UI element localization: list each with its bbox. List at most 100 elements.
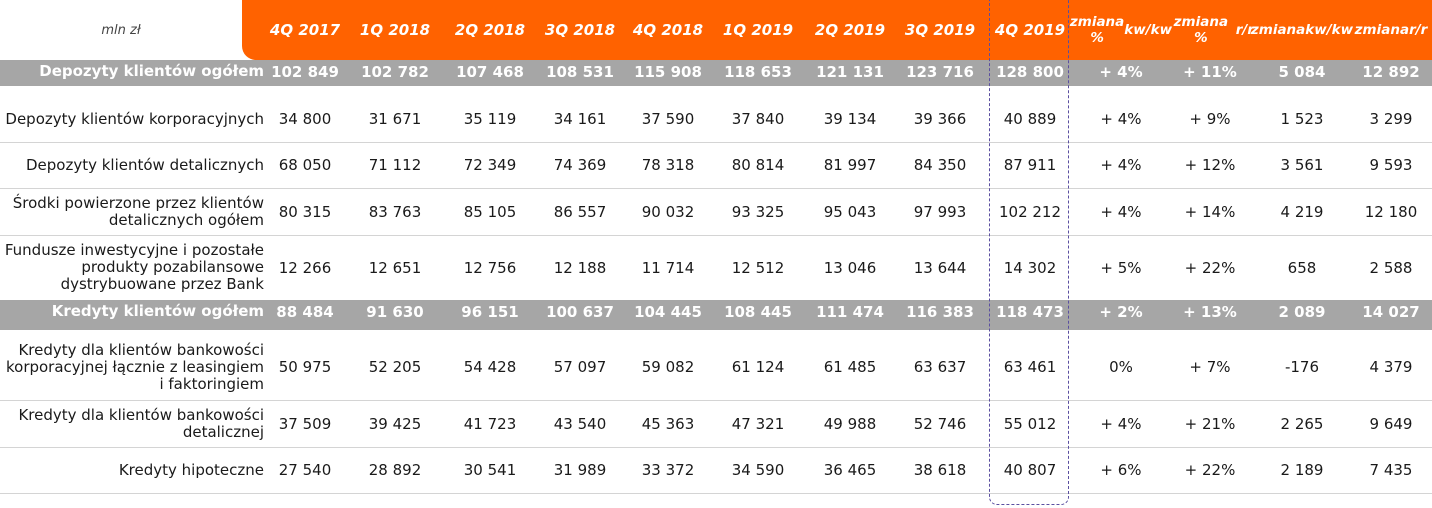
value-cell: 88 484 [276,303,334,321]
table-row: Kredyty dla klientów bankowości korporac… [0,334,1432,401]
row-label: Kredyty dla klientów bankowości korporac… [5,340,264,393]
value-cell: 59 082 [641,358,695,376]
change-cell: 2 265 [1280,414,1324,433]
table-total-row: Depozyty klientów ogółem 102 849 102 782 10… [0,60,1432,86]
change-cell: + 4% [1100,110,1142,128]
row-label: Kredyty dla klientów bankowości detalicz… [18,405,264,441]
value-cell: 63 461 [1003,358,1057,376]
value-cell: 14 302 [1003,258,1057,277]
change-header-line1: zmiana [1354,22,1410,38]
change-cell: + 6% [1100,461,1142,479]
column-header-2q-2019: 2Q 2019 [814,20,886,39]
value-cell: 128 800 [996,63,1064,81]
value-cell: 13 644 [913,258,967,277]
value-cell: 61 485 [823,358,877,376]
change-cell: + 11% [1183,63,1237,81]
value-cell: 108 531 [546,63,614,81]
value-cell: 71 112 [368,156,422,174]
value-cell: 85 105 [463,202,517,221]
change-header-line1: zmiana % [1069,14,1125,46]
change-cell: + 22% [1184,258,1236,277]
value-cell: 33 372 [641,461,695,479]
change-cell: + 14% [1184,202,1236,221]
change-cell: + 21% [1184,414,1236,433]
change-cell: + 7% [1189,358,1231,376]
change-cell: + 2% [1099,303,1143,321]
value-cell: 43 540 [553,414,607,433]
column-header-1q-2018: 1Q 2018 [359,20,431,39]
value-cell: 45 363 [641,414,695,433]
value-cell: 28 892 [368,461,422,479]
value-cell: 81 997 [823,156,877,174]
value-cell: 72 349 [463,156,517,174]
value-cell: 12 756 [463,258,517,277]
value-cell: 13 046 [823,258,877,277]
value-cell: 107 468 [456,63,524,81]
value-cell: 31 989 [553,461,607,479]
change-cell: + 13% [1183,303,1237,321]
column-header-1q-2019: 1Q 2019 [722,20,794,39]
value-cell: 41 723 [463,414,517,433]
row-label: Środki powierzone przez klientów detalic… [12,193,264,229]
change-cell: + 4% [1100,414,1142,433]
value-cell: 96 151 [461,303,519,321]
change-cell: + 4% [1100,156,1142,174]
change-cell: 0% [1109,358,1133,376]
change-cell: 9 649 [1369,414,1413,433]
value-cell: 86 557 [553,202,607,221]
value-cell: 12 512 [731,258,785,277]
value-cell: 34 161 [553,110,607,128]
change-cell: + 4% [1100,202,1142,221]
change-cell: + 22% [1184,461,1236,479]
value-cell: 102 849 [271,63,339,81]
value-cell: 90 032 [641,202,695,221]
table-row: Fundusze inwestycyjne i pozostałe produk… [0,235,1432,301]
table-row: Kredyty dla klientów bankowości detalicz… [0,400,1432,448]
value-cell: 61 124 [731,358,785,376]
column-header-4q-2019: 4Q 2019 [994,20,1066,39]
value-cell: 12 188 [553,258,607,277]
value-cell: 121 131 [816,63,884,81]
change-cell: 2 189 [1280,461,1324,479]
change-header-0: zmiana % kw/kw [1070,0,1172,60]
change-header-2: zmiana kw/kw [1251,0,1353,60]
value-cell: 47 321 [731,414,785,433]
value-cell: 118 473 [996,303,1064,321]
row-label: Fundusze inwestycyjne i pozostałe produk… [4,241,264,293]
value-cell: 57 097 [553,358,607,376]
change-header-3: zmiana r/r [1347,0,1432,60]
value-cell: 11 714 [641,258,695,277]
value-cell: 30 541 [463,461,517,479]
value-cell: 80 315 [278,202,332,221]
change-header-line2: r/r [1409,22,1428,38]
value-cell: 34 590 [731,461,785,479]
row-label: Kredyty klientów ogółem [51,302,264,320]
column-header-3q-2018: 3Q 2018 [544,20,616,39]
value-cell: 95 043 [823,202,877,221]
value-cell: 35 119 [463,110,517,128]
value-cell: 102 212 [998,202,1062,221]
change-header-line2: r/r [1235,22,1254,38]
table-row: Środki powierzone przez klientów detalic… [0,188,1432,236]
row-label: Kredyty hipoteczne [118,460,264,479]
value-cell: 40 889 [1003,110,1057,128]
change-cell: 3 299 [1369,110,1413,128]
table-row: Depozyty klientów korporacyjnych 34 800 31… [0,96,1432,143]
table-row: Depozyty klientów detalicznych 68 050 71 1… [0,142,1432,189]
change-header-line1: zmiana % [1173,14,1229,46]
value-cell: 31 671 [368,110,422,128]
value-cell: 40 807 [1003,461,1057,479]
change-cell: -176 [1284,358,1320,376]
change-cell: + 9% [1189,110,1231,128]
value-cell: 84 350 [913,156,967,174]
value-cell: 36 465 [823,461,877,479]
change-cell: 2 089 [1278,303,1326,321]
change-cell: 12 180 [1364,202,1418,221]
value-cell: 115 908 [634,63,702,81]
value-cell: 37 840 [731,110,785,128]
value-cell: 74 369 [553,156,607,174]
table-row: Kredyty hipoteczne 27 540 28 892 30 541 31 9… [0,447,1432,494]
value-cell: 108 445 [724,303,792,321]
change-cell: 1 523 [1280,110,1324,128]
change-cell: 5 084 [1278,63,1326,81]
